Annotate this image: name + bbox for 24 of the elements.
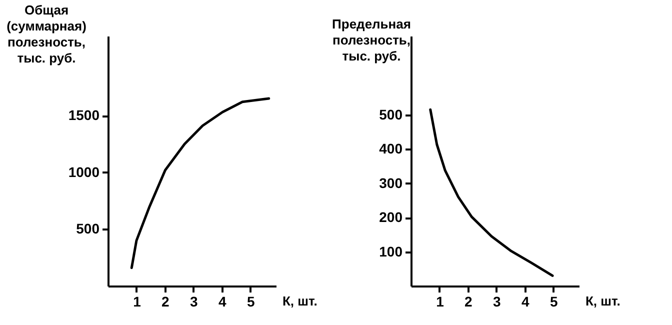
x-tick-label: 4: [218, 294, 226, 310]
y-tick-label: 100: [379, 243, 403, 260]
x-tick-label: 5: [246, 294, 255, 310]
x-axis-title: К, шт.: [586, 294, 620, 308]
line-series: [130, 97, 270, 270]
x-tick-label: 1: [436, 294, 444, 310]
y-axis-title: Общая (суммарная) полезность, тыс. руб.: [6, 2, 86, 66]
y-tick-label: 500: [76, 220, 100, 237]
y-tick-label: 1500: [68, 107, 100, 124]
x-tick-label: 1: [133, 294, 142, 310]
y-axis-title: Предельная полезность, тыс. руб.: [332, 16, 411, 64]
x-tick-label: 3: [190, 294, 198, 310]
x-tick-label: 2: [464, 294, 473, 310]
x-axis-title: К, шт.: [282, 294, 318, 308]
x-tick-label: 5: [550, 294, 558, 310]
y-tick-label: 400: [379, 140, 403, 157]
line-series: [429, 108, 554, 277]
y-tick-label: 1000: [68, 164, 100, 180]
y-tick-label: 500: [379, 106, 403, 122]
y-tick-label: 300: [379, 174, 403, 191]
y-tick-label: 200: [379, 209, 403, 226]
x-tick-label: 3: [493, 294, 502, 310]
x-tick-label: 4: [522, 294, 530, 310]
x-tick-label: 2: [162, 294, 170, 310]
